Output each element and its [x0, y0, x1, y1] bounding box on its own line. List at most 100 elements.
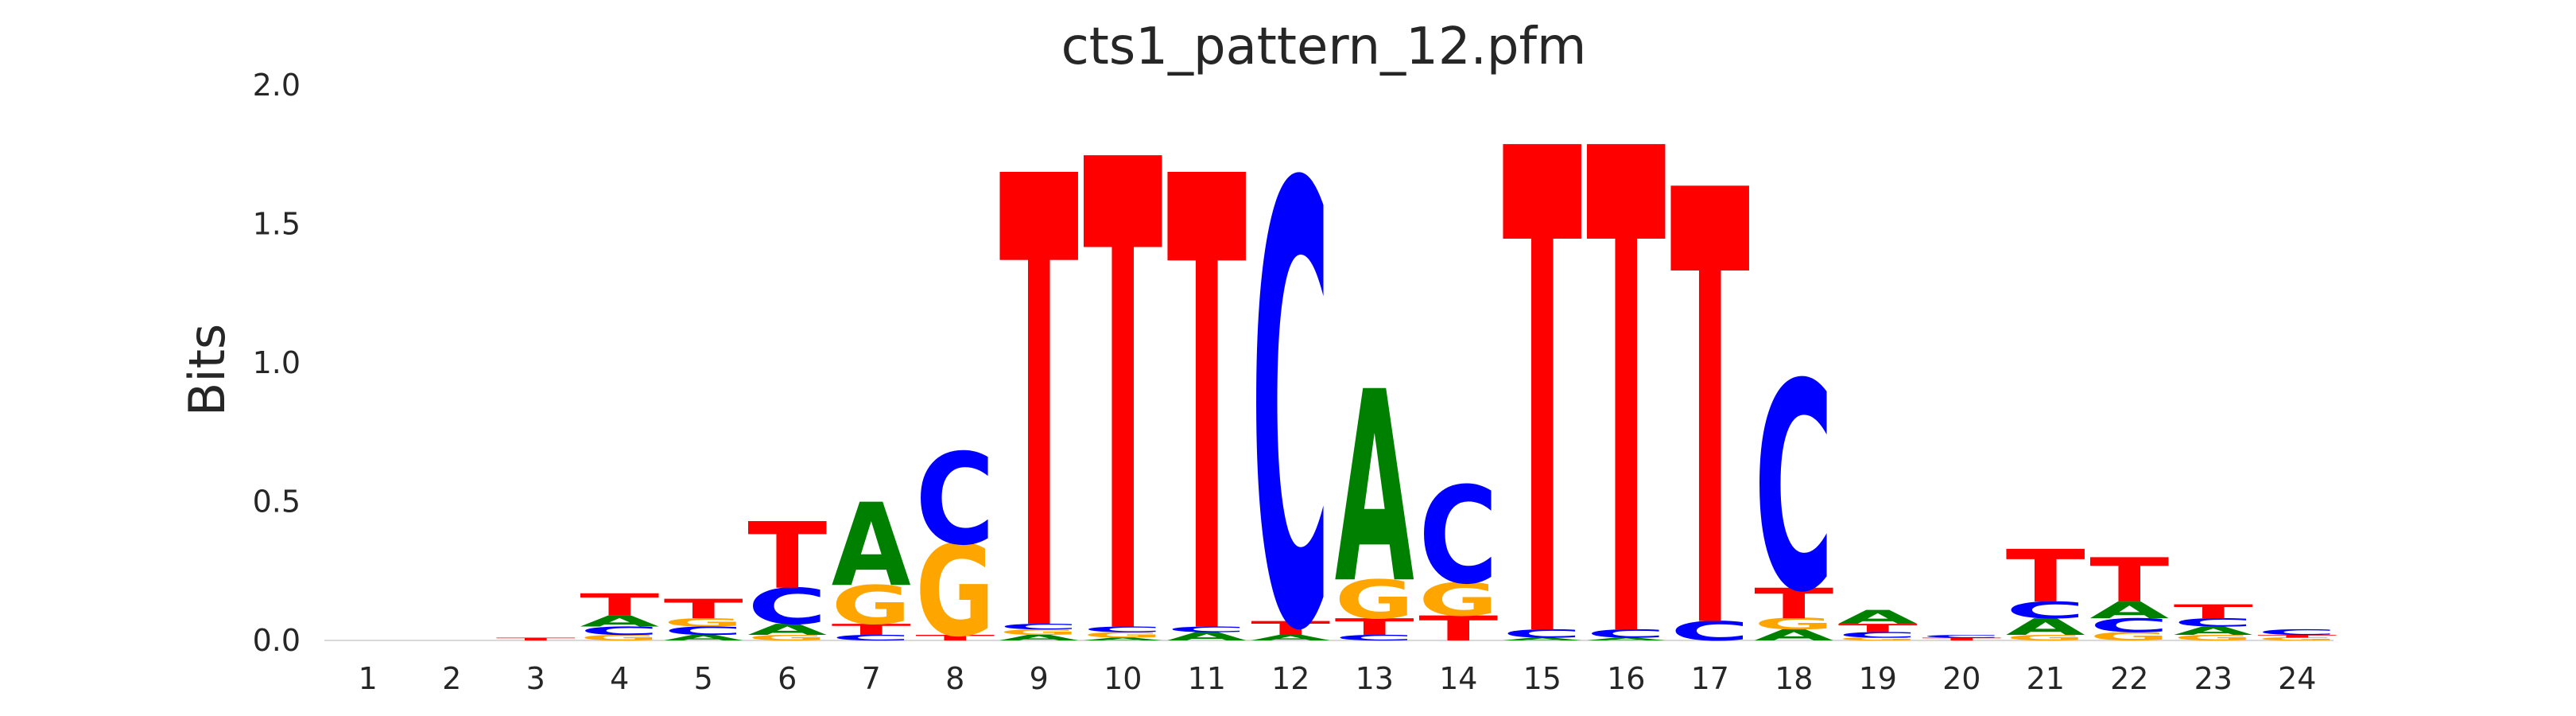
x-axis-ticks: 1 2 3 4 5 6 7 8 9 10 11 12 13 14 15 16 17 18 19 20 21 22 23 24 — [359, 661, 2317, 696]
logo-column: ACT — [1503, 12, 1583, 716]
logo-column: T — [496, 637, 576, 642]
logo-letter-g: G — [747, 633, 827, 642]
x-tick-label: 24 — [2278, 661, 2316, 696]
logo-letter-t: T — [580, 588, 659, 623]
x-tick-label: 14 — [1439, 661, 1477, 696]
x-tick-label: 5 — [694, 661, 713, 696]
y-tick-label: 1.0 — [253, 345, 301, 380]
logo-letter-a: A — [664, 633, 743, 642]
logo-letter-t: T — [1083, 26, 1163, 716]
logo-letter-a: A — [1503, 637, 1582, 642]
logo-letter-a: A — [2089, 597, 2169, 624]
x-tick-label: 17 — [1691, 661, 1729, 696]
logo-letter-t: T — [1418, 609, 1498, 649]
logo-letter-g: G — [1418, 574, 1498, 626]
logo-letter-c: C — [747, 578, 827, 636]
x-tick-label: 10 — [1104, 661, 1142, 696]
logo-letter-c: C — [1251, 60, 1330, 716]
x-tick-label: 9 — [1030, 661, 1049, 696]
logo-letter-a: A — [1083, 637, 1162, 642]
x-tick-label: 7 — [862, 661, 881, 696]
x-tick-label: 18 — [1775, 661, 1813, 696]
chart-title: cts1_pattern_12.pfm — [1061, 18, 1587, 76]
logo-letter-g: G — [580, 633, 659, 642]
logo-letter-c: C — [999, 622, 1079, 631]
logo-letter-g: G — [1754, 615, 1833, 632]
logo-letter-g: G — [2174, 633, 2253, 642]
logo-letter-g: G — [2089, 630, 2169, 644]
logo-letter-c: C — [1586, 627, 1666, 640]
logo-letter-t: T — [999, 50, 1080, 716]
logo-letter-g: G — [999, 628, 1079, 636]
logo-letter-g: G — [915, 519, 995, 665]
logo-letter-c: C — [915, 426, 995, 573]
y-axis-label: Bits — [178, 324, 236, 416]
logo-letter-g: G — [1335, 570, 1414, 632]
logo-letter-a: A — [1335, 337, 1414, 643]
logo-letter-c: C — [2006, 597, 2085, 624]
logo-letter-c: C — [2174, 616, 2253, 629]
logo-column: ACT — [1167, 49, 1247, 716]
logo-letter-c: C — [1083, 625, 1162, 634]
logo-letter-t: T — [832, 621, 911, 638]
logo-letter-t: T — [915, 633, 995, 642]
logo-letter-g: G — [1838, 637, 1918, 642]
logo-letter-a: A — [2174, 625, 2253, 638]
logo-letter-c: C — [1670, 616, 1750, 647]
logo-letter-c: C — [664, 625, 743, 638]
logo-letter-g: G — [2257, 637, 2337, 642]
logo-letter-g: G — [832, 575, 911, 637]
x-tick-label: 19 — [1859, 661, 1897, 696]
logo-letter-t: T — [1167, 49, 1247, 716]
x-tick-label: 21 — [2027, 661, 2065, 696]
y-tick-label: 0.0 — [253, 623, 301, 658]
x-tick-label: 1 — [359, 661, 378, 696]
logo-letter-c: C — [1503, 627, 1582, 640]
x-tick-label: 12 — [1271, 661, 1309, 696]
logo-letter-g: G — [664, 616, 743, 629]
logo-column: TGC — [915, 426, 995, 665]
logo-letter-t: T — [2174, 601, 2253, 623]
logo-letter-a: A — [999, 633, 1079, 642]
x-tick-label: 6 — [778, 661, 797, 696]
x-tick-label: 11 — [1188, 661, 1226, 696]
y-tick-label: 2.0 — [253, 68, 301, 103]
x-tick-label: 2 — [442, 661, 461, 696]
logo-column: CT — [1670, 67, 1751, 716]
logo-letter-a: A — [580, 613, 659, 630]
logo-letter-c: C — [2089, 615, 2169, 637]
logo-letter-t: T — [1335, 613, 1414, 640]
y-tick-label: 1.5 — [253, 207, 301, 242]
logo-letter-a: A — [2006, 614, 2085, 640]
logo-letter-c: C — [1838, 631, 1918, 640]
y-tick-label: 0.5 — [253, 484, 301, 519]
logo-letter-g: G — [1083, 631, 1162, 640]
logo-letter-t: T — [2257, 634, 2337, 639]
logo-letter-t: T — [1754, 579, 1833, 628]
logo-letter-c: C — [1418, 458, 1498, 613]
logo-letter-a: A — [1754, 626, 1833, 644]
logo-letter-t: T — [747, 504, 827, 609]
logo-column: GTC — [2257, 628, 2337, 641]
logo-letter-a: A — [1586, 637, 1666, 642]
logo-column: ATC — [1251, 60, 1330, 716]
x-tick-label: 8 — [945, 661, 964, 696]
logo-letter-t: T — [1922, 637, 2001, 642]
logo-letter-t: T — [2089, 545, 2169, 617]
logo-letter-t: T — [1503, 12, 1583, 716]
logo-letter-g: G — [2006, 633, 2085, 642]
logo-letter-a: A — [832, 480, 911, 613]
x-tick-label: 20 — [1942, 661, 1980, 696]
x-tick-label: 22 — [2110, 661, 2148, 696]
logo-letter-c: C — [832, 633, 911, 642]
x-tick-label: 4 — [610, 661, 629, 696]
logo-column: TGC — [1418, 458, 1498, 648]
logo-letter-c: C — [580, 625, 659, 638]
